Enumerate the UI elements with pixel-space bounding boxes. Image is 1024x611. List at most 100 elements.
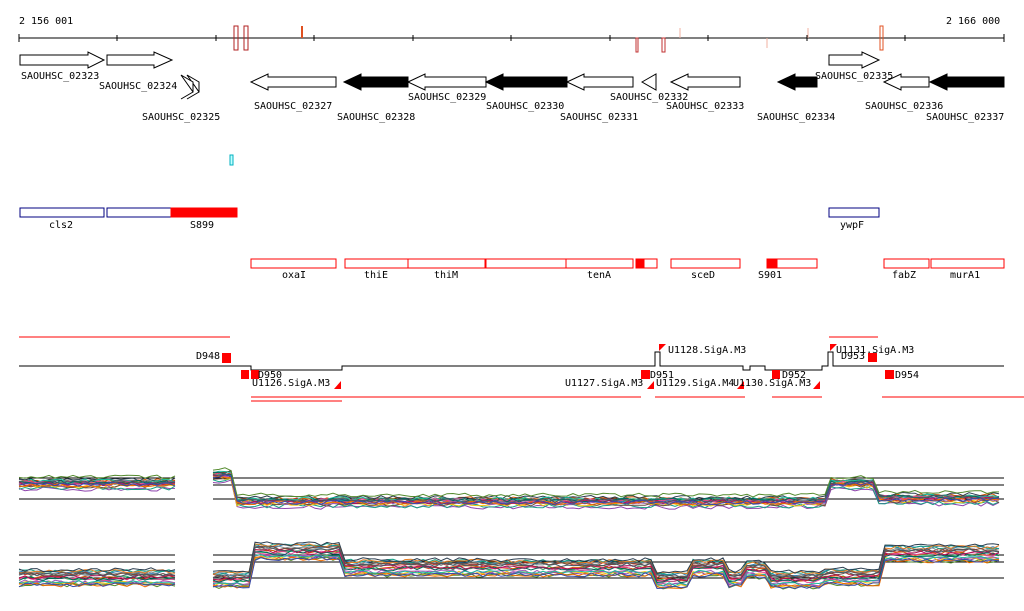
gene-label[interactable]: SAOUHSC_02335: [815, 71, 893, 82]
expression-profile-line: [18, 576, 176, 582]
terminator-D950[interactable]: [241, 370, 249, 379]
gene-label[interactable]: SAOUHSC_02328: [337, 112, 415, 123]
promoter-flag[interactable]: [659, 344, 666, 351]
gene-arrow-02328[interactable]: [342, 73, 409, 91]
operon-label: tenA: [587, 270, 611, 281]
operon-box-ywpF[interactable]: [828, 207, 880, 218]
operon-box-thiE[interactable]: [344, 258, 409, 269]
expression-profile-line: [212, 546, 1000, 579]
terminator-label: D950: [258, 370, 282, 381]
terminator-D952[interactable]: [772, 370, 780, 379]
promoter-flag[interactable]: [334, 381, 341, 389]
terminator-D951[interactable]: [641, 370, 650, 379]
expression-profile-line: [18, 572, 176, 578]
expression-profile-line: [18, 482, 176, 488]
operon-box-red-small[interactable]: [635, 258, 645, 269]
fwd-operon-track: cls2 S899 ywpF: [19, 207, 880, 231]
expression-profile-line: [212, 550, 1000, 584]
gene-label[interactable]: SAOUHSC_02332: [610, 92, 688, 103]
gene-track: [19, 51, 1005, 100]
terminator-D948[interactable]: [222, 353, 231, 363]
terminator-D950b[interactable]: [251, 370, 259, 379]
expression-profile-line: [212, 541, 1000, 575]
gene-arrow-02334[interactable]: [776, 73, 818, 91]
promoter-flag[interactable]: [737, 381, 744, 389]
gene-label[interactable]: SAOUHSC_02331: [560, 112, 638, 123]
expression-profile-line: [18, 580, 176, 585]
operon-label: murA1: [950, 270, 980, 281]
gene-arrow-02331[interactable]: [565, 73, 634, 91]
gene-labels: SAOUHSC_02323 SAOUHSC_02324 SAOUHSC_0232…: [21, 71, 1004, 123]
operon-label: ywpF: [840, 220, 864, 231]
operon-label: sceD: [691, 270, 715, 281]
operon-box-S901-fill[interactable]: [766, 258, 778, 269]
gene-arrow-02325[interactable]: [186, 74, 200, 100]
ruler-feature-markers[interactable]: [233, 25, 884, 53]
expression-profile-line: [212, 474, 999, 505]
gene-label[interactable]: SAOUHSC_02330: [486, 101, 564, 112]
regulatory-track: D948 D950 D951 D952 D953 D954 U1128.SigA…: [19, 336, 1024, 402]
promoter-label: U1129.SigA.M4: [656, 378, 734, 389]
terminator-label: D953: [841, 351, 865, 362]
ruler-ticks: [18, 34, 1005, 42]
operon-box-murA1[interactable]: [930, 258, 1005, 269]
gene-label[interactable]: SAOUHSC_02334: [757, 112, 835, 123]
operon-box-sceD[interactable]: [670, 258, 741, 269]
operon-label: thiM: [434, 270, 458, 281]
gene-label[interactable]: SAOUHSC_02329: [408, 92, 486, 103]
expression-profile-line: [212, 467, 1000, 498]
terminator-D954[interactable]: [885, 370, 894, 379]
gene-label[interactable]: SAOUHSC_02327: [254, 101, 332, 112]
expression-profile-line: [18, 582, 176, 588]
gene-arrow-02327[interactable]: [249, 73, 337, 91]
expression-profile-line: [212, 553, 1000, 587]
expression-profiles: [18, 467, 1000, 510]
gene-label[interactable]: SAOUHSC_02324: [99, 81, 177, 92]
gene-label[interactable]: SAOUHSC_02325: [142, 112, 220, 123]
operon-box-S899[interactable]: [170, 207, 238, 218]
expression-profile-line: [18, 480, 176, 485]
gene-label[interactable]: SAOUHSC_02323: [21, 71, 99, 82]
gene-label[interactable]: SAOUHSC_02336: [865, 101, 943, 112]
gene-arrow-02337[interactable]: [928, 73, 1005, 91]
gene-arrow-02329[interactable]: [406, 73, 487, 91]
promoter-flag[interactable]: [647, 381, 654, 389]
operon-label: cls2: [49, 220, 73, 231]
highlight-marker[interactable]: [229, 154, 234, 166]
expression-track-lower: [18, 541, 1004, 590]
gene-arrow-02335[interactable]: [828, 51, 881, 69]
operon-box-thiM[interactable]: [407, 258, 486, 269]
regulatory-baseline: [19, 351, 1004, 371]
expression-profile-line: [18, 474, 176, 480]
operon-label: S899: [190, 220, 214, 231]
operon-box-oxaI[interactable]: [250, 258, 337, 269]
expression-track-upper: [18, 467, 1004, 510]
ruler-end-label: 2 166 000: [946, 16, 1000, 27]
rev-operon-track: oxaI thiE thiM tenA sceD S901 fabZ murA1: [250, 258, 1005, 281]
promoter-label: U1131.SigA.M3: [836, 345, 914, 356]
gene-arrow-02324[interactable]: [106, 51, 174, 69]
terminator-D953[interactable]: [868, 353, 877, 362]
terminator-label: D954: [895, 370, 919, 381]
promoter-flag[interactable]: [830, 344, 837, 351]
operon-box-fabZ[interactable]: [883, 258, 930, 269]
operon-box-S901[interactable]: [776, 258, 818, 269]
promoter-flag[interactable]: [813, 381, 820, 389]
expression-profile-line: [18, 482, 176, 487]
gene-arrow-02323[interactable]: [19, 51, 106, 69]
operon-label: S901: [758, 270, 782, 281]
operon-box-cls2[interactable]: [19, 207, 105, 218]
gene-label[interactable]: SAOUHSC_02333: [666, 101, 744, 112]
operon-box-unnamed-2[interactable]: [485, 258, 567, 269]
operon-box-tenA[interactable]: [565, 258, 634, 269]
gene-arrow-02330[interactable]: [484, 73, 568, 91]
gene-arrow-02332[interactable]: [640, 73, 657, 91]
operon-box-unnamed[interactable]: [106, 207, 172, 218]
operon-box-unnamed-3[interactable]: [643, 258, 658, 269]
gene-label[interactable]: SAOUHSC_02337: [926, 112, 1004, 123]
gene-arrow-02333[interactable]: [669, 73, 741, 91]
expression-profile-line: [212, 469, 1000, 501]
operon-label: oxaI: [282, 270, 306, 281]
expression-profiles: [18, 541, 1000, 590]
terminator-label: D952: [782, 370, 806, 381]
